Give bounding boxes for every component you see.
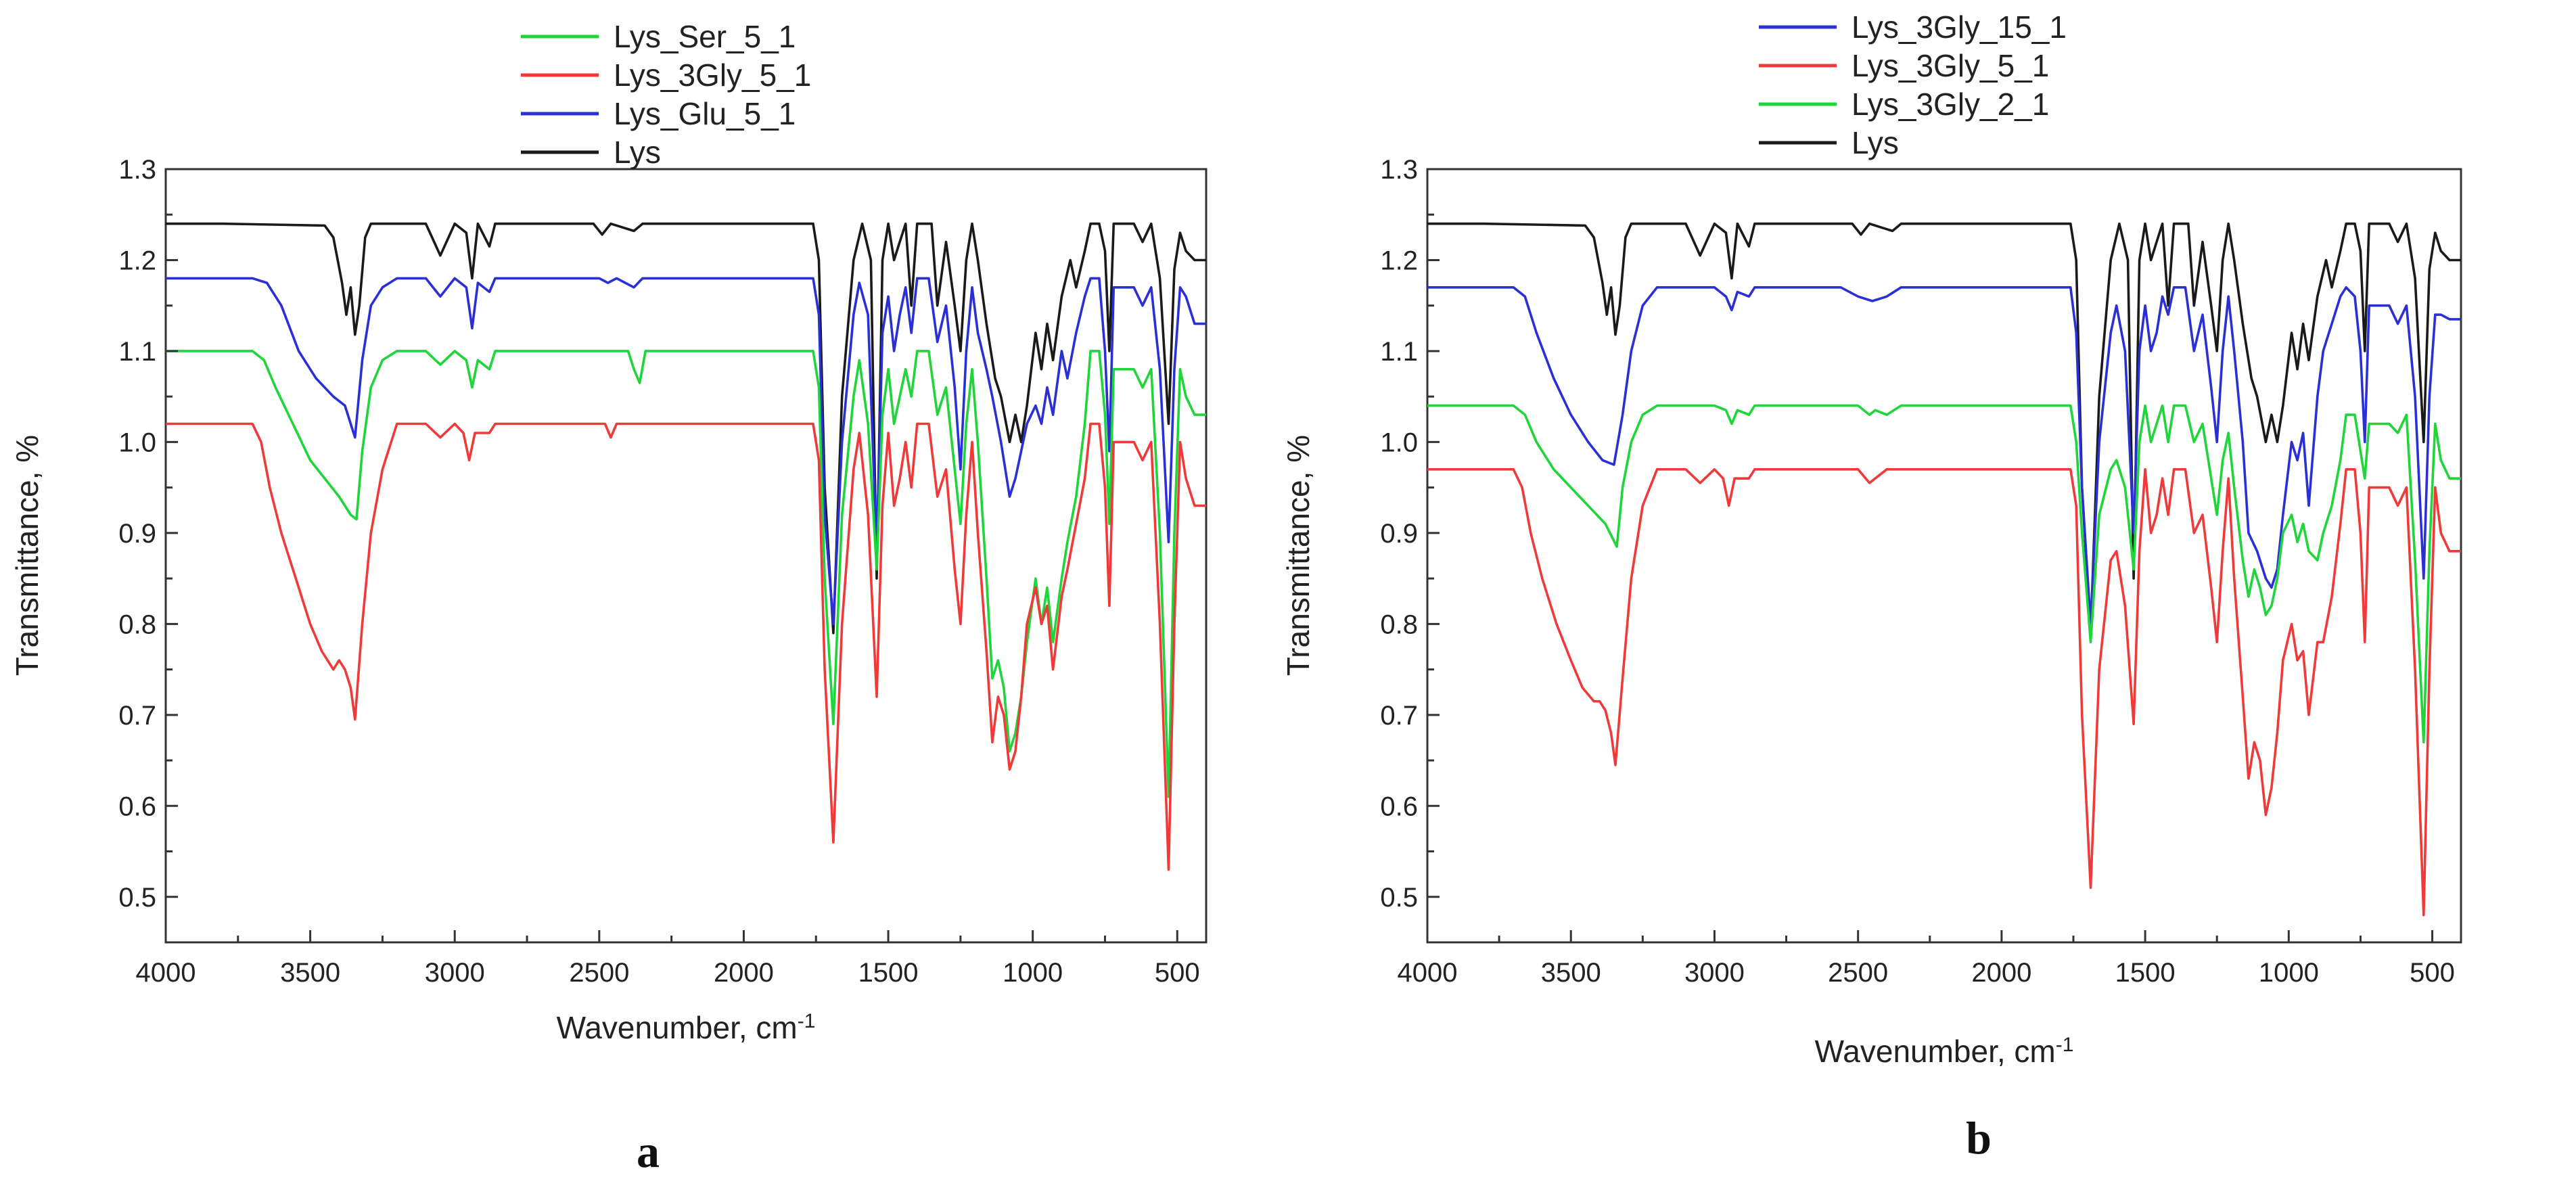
x-axis-label-b: Wavenumber, cm-1: [1815, 1034, 2074, 1069]
legend-label-lys: Lys: [614, 135, 661, 170]
legend-label-lys-glu-5-1: Lys_Glu_5_1: [614, 96, 796, 131]
y-tick-label-a-1.3: 1.3: [118, 155, 156, 185]
x-axis-label-b-superscript: -1: [2056, 1034, 2074, 1056]
y-tick-label-a-0.7: 0.7: [118, 701, 156, 731]
x-axis-label-a: Wavenumber, cm-1: [557, 1010, 816, 1045]
panel-letter-a: a: [637, 1126, 660, 1177]
y-tick-label-b-0.6: 0.6: [1380, 791, 1418, 821]
x-tick-label-b-1000: 1000: [2259, 958, 2319, 988]
x-axis-label-a-text: Wavenumber, cm: [557, 1010, 798, 1045]
y-tick-label-b-1.3: 1.3: [1380, 155, 1418, 185]
x-tick-label-b-2000: 2000: [1971, 958, 2031, 988]
legend-label-lys-3gly-5-1: Lys_3Gly_5_1: [614, 58, 811, 93]
y-tick-label-b-1.0: 1.0: [1380, 428, 1418, 457]
series-line-lys: [166, 222, 1206, 635]
y-tick-label-a-1.2: 1.2: [118, 246, 156, 275]
chart-panel-a: 4000 3500 3000 2500 2000 1500 1000 500 0.5 0.6 0.7…: [9, 19, 1208, 1177]
y-axis-label-a: Transmittance, %: [9, 435, 45, 676]
x-tick-label-a-2500: 2500: [569, 958, 629, 988]
series-line-lys-3gly-5-1: [1427, 468, 2461, 917]
y-tick-label-a-0.8: 0.8: [118, 610, 156, 639]
y-tick-label-a-1.0: 1.0: [118, 428, 156, 457]
series-line-lys-3gly-5-1: [166, 422, 1206, 871]
series-group-b: [1427, 222, 2461, 917]
x-axis-label-b-text: Wavenumber, cm: [1815, 1034, 2056, 1069]
legend-label-lys-3gly-15-1: Lys_3Gly_15_1: [1852, 9, 2067, 45]
x-tick-label-a-2000: 2000: [714, 958, 774, 988]
x-tick-label-b-3000: 3000: [1684, 958, 1745, 988]
x-tick-label-a-3500: 3500: [280, 958, 340, 988]
y-tick-label-b-0.7: 0.7: [1380, 701, 1418, 731]
series-line-lys-ser-5-1: [166, 350, 1206, 798]
y-tick-label-b-1.2: 1.2: [1380, 246, 1418, 275]
y-tick-label-b-0.5: 0.5: [1380, 883, 1418, 913]
y-tick-label-a-1.1: 1.1: [118, 337, 156, 367]
series-line-lys-glu-5-1: [166, 277, 1206, 626]
legend-label-lys-ser-5-1: Lys_Ser_5_1: [614, 19, 796, 54]
y-tick-label-a-0.9: 0.9: [118, 519, 156, 549]
x-tick-label-b-500: 500: [2410, 958, 2455, 988]
series-line-lys-3gly-15-1: [1427, 286, 2461, 626]
series-line-lys-3gly-2-1: [1427, 404, 2461, 743]
x-tick-label-b-1500: 1500: [2115, 958, 2176, 988]
y-tick-label-b-0.9: 0.9: [1380, 519, 1418, 549]
series-line-lys: [1427, 222, 2461, 635]
ticks-group-a: 4000 3500 3000 2500 2000 1500 1000 500 0.5 0.6 0.7…: [118, 155, 1199, 988]
x-axis-label-a-superscript: -1: [798, 1010, 816, 1032]
series-group-a: [166, 222, 1206, 871]
x-tick-label-b-2500: 2500: [1828, 958, 1888, 988]
plot-frame-a: [164, 168, 1208, 944]
x-tick-label-a-500: 500: [1155, 958, 1200, 988]
y-axis-label-b: Transmittance, %: [1281, 435, 1316, 676]
x-tick-label-b-3500: 3500: [1541, 958, 1601, 988]
x-tick-label-a-1000: 1000: [1003, 958, 1063, 988]
x-tick-label-a-3000: 3000: [425, 958, 485, 988]
x-tick-label-a-4000: 4000: [136, 958, 196, 988]
x-tick-label-a-1500: 1500: [858, 958, 919, 988]
legend-label-lys: Lys: [1852, 125, 1899, 160]
legend-label-lys-3gly-5-1: Lys_3Gly_5_1: [1852, 48, 2049, 83]
y-tick-label-a-0.5: 0.5: [118, 883, 156, 913]
y-tick-label-b-1.1: 1.1: [1380, 337, 1418, 367]
x-tick-label-b-4000: 4000: [1398, 958, 1458, 988]
plot-frame-b: [1426, 168, 2462, 944]
y-tick-label-a-0.6: 0.6: [118, 791, 156, 821]
ticks-group-b: 4000 3500 3000 2500 2000 1500 1000 500 0.5 0.6 0.7…: [1380, 155, 2455, 988]
panel-letter-b: b: [1966, 1112, 1992, 1164]
y-tick-label-b-0.8: 0.8: [1380, 610, 1418, 639]
legend-label-lys-3gly-2-1: Lys_3Gly_2_1: [1852, 87, 2049, 122]
chart-panel-b: 4000 3500 3000 2500 2000 1500 1000 500 0.5 0.6 0.7…: [1281, 9, 2462, 1164]
